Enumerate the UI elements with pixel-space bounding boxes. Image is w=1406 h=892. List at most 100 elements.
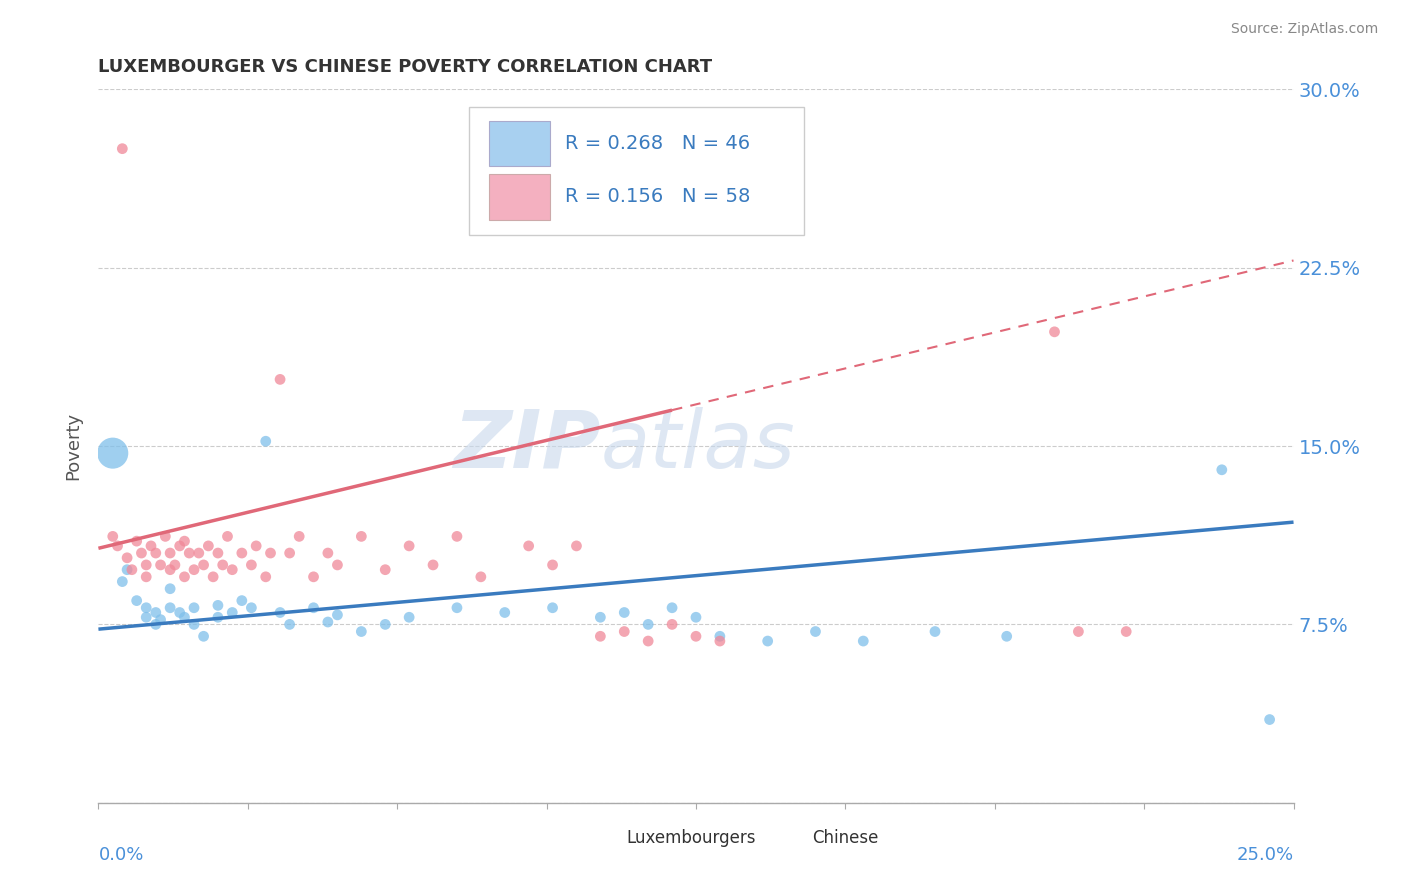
Point — [374, 563, 396, 577]
Point — [316, 546, 339, 560]
Text: 0.0%: 0.0% — [98, 846, 143, 863]
Point — [169, 606, 191, 620]
Point — [637, 634, 659, 648]
Point — [326, 558, 349, 572]
Point — [661, 617, 683, 632]
Point — [398, 610, 420, 624]
Point — [1211, 463, 1233, 477]
Point — [173, 534, 195, 549]
Point — [350, 529, 373, 543]
Point — [183, 600, 205, 615]
Point — [446, 529, 468, 543]
FancyBboxPatch shape — [470, 107, 804, 235]
Point — [173, 610, 195, 624]
Point — [254, 570, 277, 584]
Point — [685, 629, 707, 643]
Point — [995, 629, 1018, 643]
Point — [115, 550, 138, 565]
Point — [159, 546, 181, 560]
Point — [221, 606, 243, 620]
Point — [125, 593, 148, 607]
FancyBboxPatch shape — [585, 824, 621, 851]
Point — [135, 570, 157, 584]
Point — [804, 624, 827, 639]
Point — [613, 606, 636, 620]
Point — [517, 539, 540, 553]
Point — [207, 546, 229, 560]
Point — [709, 634, 731, 648]
Point — [240, 558, 263, 572]
Point — [202, 570, 225, 584]
Point — [269, 372, 291, 386]
Point — [254, 434, 277, 449]
Point — [135, 600, 157, 615]
Point — [139, 539, 162, 553]
Point — [302, 570, 325, 584]
Point — [111, 142, 134, 156]
Point — [115, 563, 138, 577]
Text: ZIP: ZIP — [453, 407, 600, 485]
Point — [541, 600, 564, 615]
Point — [101, 529, 124, 543]
Point — [101, 446, 124, 460]
Point — [589, 629, 612, 643]
Point — [1115, 624, 1137, 639]
Point — [924, 624, 946, 639]
Point — [288, 529, 311, 543]
Y-axis label: Poverty: Poverty — [65, 412, 83, 480]
Text: Source: ZipAtlas.com: Source: ZipAtlas.com — [1230, 22, 1378, 37]
Point — [183, 563, 205, 577]
Point — [852, 634, 875, 648]
Text: Luxembourgers: Luxembourgers — [627, 829, 756, 847]
Point — [135, 558, 157, 572]
Point — [193, 558, 215, 572]
Point — [169, 539, 191, 553]
Point — [187, 546, 209, 560]
Point — [661, 600, 683, 615]
Point — [685, 610, 707, 624]
Point — [111, 574, 134, 589]
Point — [149, 613, 172, 627]
Point — [125, 534, 148, 549]
Point — [159, 600, 181, 615]
Point — [316, 615, 339, 629]
Point — [221, 563, 243, 577]
Text: 25.0%: 25.0% — [1236, 846, 1294, 863]
Point — [217, 529, 239, 543]
Point — [709, 629, 731, 643]
FancyBboxPatch shape — [489, 120, 550, 166]
Text: R = 0.156   N = 58: R = 0.156 N = 58 — [565, 187, 749, 206]
Point — [207, 599, 229, 613]
Point — [1043, 325, 1066, 339]
Point — [107, 539, 129, 553]
Point — [183, 617, 205, 632]
Point — [269, 606, 291, 620]
Point — [446, 600, 468, 615]
Point — [197, 539, 219, 553]
Point — [470, 570, 492, 584]
Point — [149, 558, 172, 572]
FancyBboxPatch shape — [489, 174, 550, 219]
Point — [302, 600, 325, 615]
Point — [278, 546, 301, 560]
Point — [240, 600, 263, 615]
Point — [756, 634, 779, 648]
Point — [211, 558, 233, 572]
Point — [350, 624, 373, 639]
Point — [173, 570, 195, 584]
Point — [145, 606, 167, 620]
Point — [1258, 713, 1281, 727]
Point — [259, 546, 281, 560]
Point — [245, 539, 267, 553]
Point — [193, 629, 215, 643]
Text: atlas: atlas — [600, 407, 796, 485]
Point — [422, 558, 444, 572]
Point — [159, 582, 181, 596]
Point — [637, 617, 659, 632]
Point — [159, 563, 181, 577]
Point — [589, 610, 612, 624]
Point — [145, 617, 167, 632]
Point — [231, 593, 253, 607]
FancyBboxPatch shape — [770, 824, 807, 851]
Point — [207, 610, 229, 624]
